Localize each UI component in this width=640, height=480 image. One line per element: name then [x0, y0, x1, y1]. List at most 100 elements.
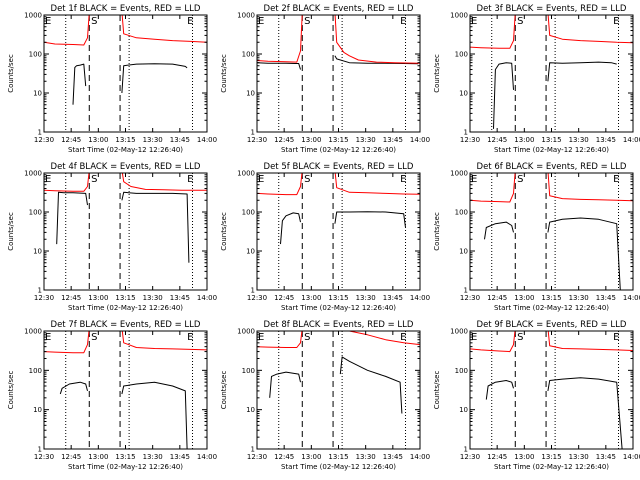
x-tick-label: 13:15 [541, 453, 561, 461]
marker-e-3: E [400, 174, 406, 185]
y-tick-label: 10 [33, 90, 42, 98]
x-tick-label: 12:45 [61, 453, 81, 461]
y-tick-label: 10 [33, 406, 42, 414]
y-tick-label: 10 [246, 90, 255, 98]
series-events-segment-1 [257, 62, 301, 70]
y-axis-label: Counts/sec [433, 371, 441, 410]
panel-title: Det 8f BLACK = Events, RED = LLD [264, 320, 414, 330]
plot-area [257, 331, 420, 414]
panel-title: Det 7f BLACK = Events, RED = LLD [51, 320, 201, 330]
y-tick-label: 1000 [237, 328, 255, 336]
series-events-segment-2 [334, 211, 406, 228]
panel-title: Det 3f BLACK = Events, RED = LLD [477, 4, 627, 14]
marker-s-2: S [517, 16, 523, 27]
series-events-segment-1 [493, 62, 514, 129]
x-tick-label: 13:45 [383, 136, 403, 144]
y-tick-label: 1000 [450, 12, 468, 20]
x-tick-label: 13:45 [170, 294, 190, 302]
x-tick-label: 12:45 [61, 136, 81, 144]
x-tick-label: 13:45 [596, 136, 616, 144]
y-tick-label: 100 [455, 209, 468, 217]
x-tick-label: 14:00 [197, 453, 217, 461]
x-tick-label: 13:00 [88, 136, 108, 144]
x-tick-label: 13:45 [170, 136, 190, 144]
x-tick-label: 12:45 [487, 453, 507, 461]
y-tick-label: 100 [29, 51, 42, 59]
x-tick-label: 12:45 [61, 294, 81, 302]
x-tick-label: 13:45 [596, 453, 616, 461]
y-tick-label: 1 [38, 129, 42, 137]
marker-e-1: E [45, 16, 51, 27]
series-events-segment-2 [121, 191, 190, 263]
plot-area [44, 331, 207, 449]
x-axis-label: Start Time (02-May-12 12:26:40) [281, 463, 396, 471]
y-tick-label: 100 [242, 367, 255, 375]
series-events-segment-2 [121, 381, 188, 449]
y-tick-label: 1 [464, 129, 468, 137]
x-tick-label: 12:30 [34, 453, 54, 461]
x-tick-label: 14:00 [197, 294, 217, 302]
series-events-segment-1 [485, 380, 514, 400]
x-axis-label: Start Time (02-May-12 12:26:40) [68, 304, 183, 312]
series-events-segment-1 [280, 212, 301, 245]
panel-title: Det 6f BLACK = Events, RED = LLD [477, 162, 627, 172]
panel-det-6: Det 6f BLACK = Events, RED = LLD 12:30 12:… [433, 162, 640, 312]
x-tick-label: 13:30 [356, 453, 376, 461]
marker-e-1: E [471, 332, 477, 343]
x-tick-label: 14:00 [623, 294, 640, 302]
panel-title: Det 4f BLACK = Events, RED = LLD [51, 162, 201, 172]
x-axis-label: Start Time (02-May-12 12:26:40) [68, 463, 183, 471]
panel-det-4: Det 4f BLACK = Events, RED = LLD 12:30 12:… [7, 162, 217, 312]
x-tick-label: 13:30 [143, 453, 163, 461]
y-axis-label: Counts/sec [7, 54, 15, 93]
x-tick-label: 13:15 [328, 136, 348, 144]
x-tick-label: 13:45 [170, 453, 190, 461]
y-tick-label: 1000 [24, 328, 42, 336]
x-tick-label: 12:30 [34, 136, 54, 144]
axes-frame [469, 330, 634, 450]
plot-area [44, 173, 207, 263]
x-axis-label: Start Time (02-May-12 12:26:40) [494, 463, 609, 471]
marker-e-3: E [400, 16, 406, 27]
y-tick-label: 1 [251, 287, 255, 295]
x-axis-label: Start Time (02-May-12 12:26:40) [281, 146, 396, 154]
x-tick-label: 13:15 [328, 294, 348, 302]
x-tick-label: 12:45 [487, 136, 507, 144]
x-tick-label: 13:00 [301, 294, 321, 302]
x-tick-label: 13:45 [596, 294, 616, 302]
y-axis-label: Counts/sec [7, 212, 15, 251]
marker-e-3: E [187, 332, 193, 343]
x-tick-label: 12:30 [247, 294, 267, 302]
series-events-segment-1 [56, 191, 88, 245]
x-tick-label: 12:30 [247, 453, 267, 461]
series-events-segment-2 [547, 377, 623, 449]
axes-frame [469, 172, 634, 291]
y-axis-label: Counts/sec [433, 54, 441, 93]
y-tick-label: 1000 [450, 170, 468, 178]
x-tick-label: 13:00 [301, 136, 321, 144]
panel-title: Det 5f BLACK = Events, RED = LLD [264, 162, 414, 172]
axes-frame [256, 330, 421, 450]
series-events-segment-1 [59, 381, 88, 395]
marker-e-3: E [613, 332, 619, 343]
x-tick-label: 12:30 [460, 453, 480, 461]
series-lld-segment-1 [44, 15, 207, 46]
panel-title: Det 9f BLACK = Events, RED = LLD [477, 320, 627, 330]
series-events-segment-1 [484, 221, 514, 240]
y-tick-label: 1 [251, 446, 255, 454]
y-tick-label: 1 [38, 287, 42, 295]
axes-frame [256, 14, 421, 133]
x-axis-label: Start Time (02-May-12 12:26:40) [68, 146, 183, 154]
y-axis-label: Counts/sec [433, 212, 441, 251]
marker-e-3: E [400, 332, 406, 343]
x-tick-label: 13:00 [88, 453, 108, 461]
y-tick-label: 10 [459, 406, 468, 414]
x-tick-label: 14:00 [623, 453, 640, 461]
marker-s-2: S [304, 16, 310, 27]
panel-det-3: Det 3f BLACK = Events, RED = LLD 12:30 12:… [433, 4, 640, 154]
x-tick-label: 13:00 [88, 294, 108, 302]
x-tick-label: 14:00 [410, 294, 430, 302]
x-tick-label: 13:30 [569, 294, 589, 302]
x-tick-label: 13:15 [115, 453, 135, 461]
